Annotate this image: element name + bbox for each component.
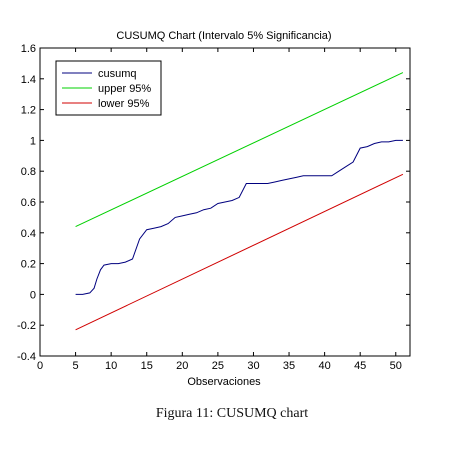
y-tick-label: 1.2 [21,105,36,117]
series-line-cusumq [75,139,403,295]
x-tick-label: 35 [283,360,295,372]
x-tick-label: 0 [37,360,43,372]
x-tick-label: 10 [105,360,117,372]
y-tick-label: 1.4 [21,74,36,86]
x-axis-label: Observaciones [187,376,261,388]
legend-label-upper-95: upper 95% [98,83,151,95]
y-tick-label: 1 [30,135,36,147]
series-line-lower-95 [75,173,404,331]
y-tick-label: 0.8 [21,166,36,178]
x-tick-label: 5 [73,360,79,372]
x-tick-label: 20 [176,360,188,372]
x-tick-label: 45 [354,360,366,372]
y-tick-label: 0.2 [21,259,36,271]
legend-label-cusumq: cusumq [98,68,137,80]
x-tick-label: 40 [318,360,330,372]
x-tick-label: 30 [247,360,259,372]
y-tick-label: -0.2 [17,320,36,332]
x-tick-label: 25 [212,360,224,372]
series-line-upper-95 [75,72,404,228]
cusumq-chart: CUSUMQ Chart (Intervalo 5% Significancia… [17,30,411,388]
y-tick-label: 0 [30,289,36,301]
x-tick-label: 15 [141,360,153,372]
chart-title: CUSUMQ Chart (Intervalo 5% Significancia… [116,30,331,42]
figure-caption: Figura 11: CUSUMQ chart [155,406,309,421]
plot-area: 0 5 10 15 20 25 30 35 40 45 50 -0.4 -0.2 0 0.2 0.4 0.6 0.… [17,43,411,372]
x-tick-label: 50 [390,360,402,372]
legend-label-lower-95: lower 95% [98,98,150,110]
y-tick-label: 1.6 [21,43,36,55]
y-tick-label: 0.4 [21,228,36,240]
y-tick-label: -0.4 [17,351,36,363]
y-tick-label: 0.6 [21,197,36,209]
